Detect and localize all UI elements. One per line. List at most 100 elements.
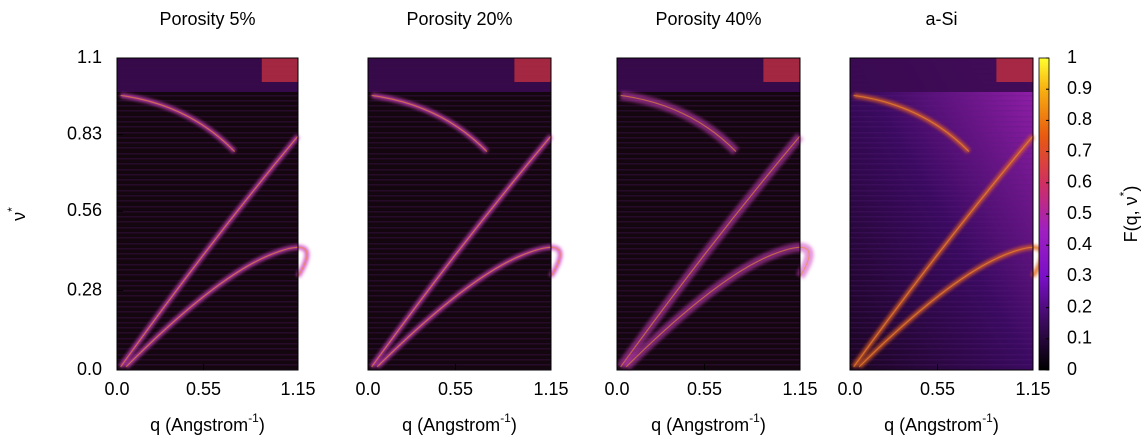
heatmap-texture: [117, 364, 298, 366]
heatmap-texture: [368, 163, 551, 165]
heatmap-texture: [850, 280, 1033, 282]
heatmap-texture: [368, 285, 551, 287]
heatmap-texture: [368, 301, 551, 303]
plot-frame: [116, 57, 299, 371]
colorbar-tick-label: 0.2: [1067, 296, 1092, 316]
plot-frame: [367, 57, 552, 371]
heatmap-texture: [850, 216, 1033, 218]
superscript: -1: [500, 411, 511, 425]
y-tick-label: 0.28: [67, 279, 102, 299]
heatmap-texture: [850, 285, 1033, 287]
heatmap-texture: [617, 142, 800, 144]
heatmap-texture: [368, 327, 551, 329]
heatmap-texture: [617, 332, 800, 334]
heatmap-texture: [117, 142, 298, 144]
heatmap-texture: [117, 121, 298, 123]
heatmap-texture: [368, 95, 551, 97]
x-tick-label: 0.0: [355, 379, 380, 399]
x-tick-label: 0.55: [438, 379, 473, 399]
heatmap-texture: [617, 158, 800, 160]
heatmap-texture: [117, 285, 298, 287]
heatmap-texture: [117, 221, 298, 223]
heatmap-texture: [850, 237, 1033, 239]
heatmap-texture: [850, 105, 1033, 107]
colorbar-tick-label: 0.5: [1067, 203, 1092, 223]
y-tick-label: 0.56: [67, 200, 102, 220]
heatmap-texture: [850, 253, 1033, 255]
heatmap-texture: [850, 338, 1033, 340]
heatmap-background: [850, 58, 1033, 370]
superscript: -1: [749, 411, 760, 425]
heatmap-texture: [850, 158, 1033, 160]
x-tick-label: 1.15: [1015, 379, 1050, 399]
heatmap-texture: [117, 232, 298, 234]
heatmap-texture: [117, 311, 298, 313]
heatmap-texture: [850, 153, 1033, 155]
heatmap-texture: [117, 195, 298, 197]
heatmap: [849, 57, 1045, 371]
superscript: -1: [982, 411, 993, 425]
heatmap-branch-core: [125, 246, 308, 368]
heatmap-texture: [850, 100, 1033, 102]
heatmap-texture: [850, 132, 1033, 134]
heatmap-texture: [617, 163, 800, 165]
heatmap-texture: [850, 243, 1033, 245]
heatmap-texture: [850, 211, 1033, 213]
heatmap-texture: [368, 338, 551, 340]
axis-label: q (Angstrom-1): [402, 411, 517, 435]
superscript: *: [1117, 191, 1131, 196]
heatmap-texture: [617, 105, 800, 107]
heatmap-texture: [117, 338, 298, 340]
heatmap-texture: [117, 153, 298, 155]
label-part: ν: [9, 212, 29, 221]
heatmap-texture: [850, 142, 1033, 144]
heatmap: [616, 57, 814, 371]
heatmap-background: [117, 58, 298, 370]
heatmap-texture: [117, 243, 298, 245]
heatmap-texture: [117, 264, 298, 266]
heatmap-texture: [850, 121, 1033, 123]
heatmap-texture: [117, 110, 298, 112]
heatmap-texture: [617, 306, 800, 308]
heatmap-texture: [368, 158, 551, 160]
heatmap-texture: [368, 243, 551, 245]
heatmap-texture: [368, 216, 551, 218]
heatmap-texture: [617, 100, 800, 102]
superscript: -1: [248, 411, 259, 425]
heatmap-texture: [117, 95, 298, 97]
heatmap-texture: [850, 311, 1033, 313]
heatmap-texture: [368, 274, 551, 276]
heatmap-texture: [117, 100, 298, 102]
axis-label: ν*: [5, 207, 29, 221]
heatmap-texture: [850, 221, 1033, 223]
heatmap-texture: [617, 354, 800, 356]
heatmap-texture: [850, 343, 1033, 345]
heatmap-texture: [617, 285, 800, 287]
heatmap-texture: [850, 200, 1033, 202]
heatmap-texture: [117, 343, 298, 345]
heatmap-texture: [617, 338, 800, 340]
heatmap-texture: [850, 258, 1033, 260]
heatmap-texture: [368, 258, 551, 260]
heatmap-branch-core: [620, 94, 737, 153]
heatmap-texture: [368, 232, 551, 234]
heatmap-texture: [368, 142, 551, 144]
heatmap-texture: [117, 258, 298, 260]
heatmap: [116, 57, 310, 371]
heatmap-texture: [117, 332, 298, 334]
heatmap-texture: [368, 317, 551, 319]
heatmap-texture: [368, 132, 551, 134]
heatmap-texture: [850, 179, 1033, 181]
y-tick-label: 0.0: [77, 359, 102, 379]
heatmap-texture: [850, 169, 1033, 171]
heatmap-texture: [850, 317, 1033, 319]
heatmap-texture: [850, 354, 1033, 356]
heatmap-texture: [850, 269, 1033, 271]
heatmap-texture: [117, 169, 298, 171]
heatmap-texture: [617, 311, 800, 313]
heatmap-texture: [850, 322, 1033, 324]
x-tick-label: 1.15: [533, 379, 568, 399]
label-part: ): [511, 415, 517, 435]
colorbar-tick-label: 0: [1067, 359, 1077, 379]
heatmap-texture: [368, 354, 551, 356]
